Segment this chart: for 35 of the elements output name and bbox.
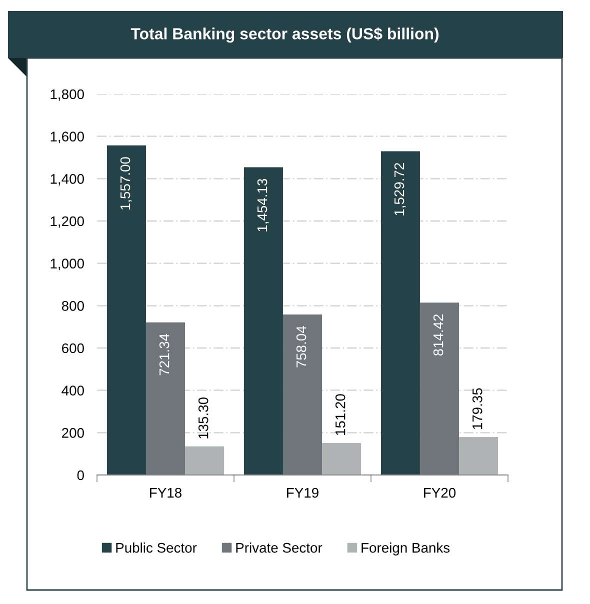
bar (282, 314, 322, 475)
bar (106, 145, 146, 475)
y-tick-label: 200 (62, 428, 84, 438)
data-label: 1,557.00 (120, 157, 132, 210)
bar (322, 442, 362, 475)
y-tick-label: 0 (77, 470, 84, 480)
data-label: 1,454.13 (257, 178, 269, 232)
y-tick-label: 1,400 (50, 174, 84, 186)
data-label: 814.42 (433, 314, 444, 356)
y-tick-label: 1,600 (50, 132, 84, 144)
data-label: 721.34 (159, 334, 170, 376)
bar (244, 167, 283, 475)
y-tick-label: 600 (62, 343, 84, 354)
y-tick-label: 1,800 (50, 89, 84, 101)
data-label: 1,529.72 (394, 163, 406, 216)
bar (420, 302, 460, 475)
legend-label: Private Sector (236, 542, 322, 553)
data-label: 151.20 (335, 394, 346, 435)
legend-label: Foreign Banks (362, 542, 450, 556)
data-label: 758.04 (296, 326, 306, 368)
x-tick-label: FY19 (287, 488, 318, 498)
bar (380, 151, 420, 475)
chart-title: Total Banking sector assets (US$ billion) (130, 27, 439, 43)
data-label: 135.30 (198, 397, 208, 438)
y-tick-label: 800 (62, 301, 84, 311)
x-tick-label: FY18 (150, 488, 182, 498)
bar (185, 446, 224, 475)
data-label: 179.35 (472, 388, 482, 430)
x-tick-label: FY20 (424, 488, 456, 498)
bar (459, 437, 498, 475)
legend-label: Public Sector (116, 542, 197, 553)
y-tick-label: 1,000 (50, 258, 84, 270)
y-tick-label: 1,200 (50, 216, 84, 228)
bar (146, 322, 186, 475)
y-tick-label: 400 (62, 386, 84, 396)
